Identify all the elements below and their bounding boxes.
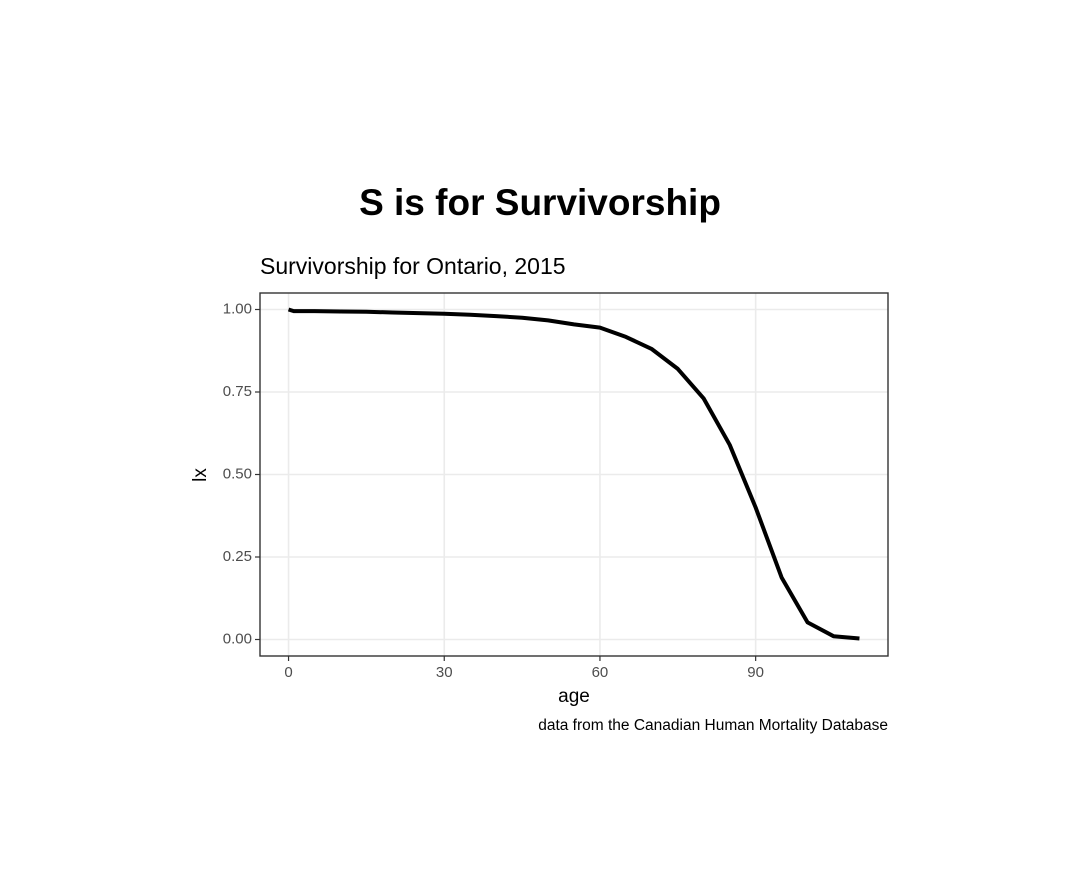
x-tick-label: 30 bbox=[436, 664, 453, 681]
caption: data from the Canadian Human Mortality D… bbox=[538, 717, 888, 734]
plot-area bbox=[287, 307, 860, 641]
x-axis-label: age bbox=[558, 686, 590, 707]
chart-title: S is for Survivorship bbox=[359, 182, 721, 223]
x-tick-label: 0 bbox=[284, 664, 292, 681]
y-tick-label: 0.75 bbox=[223, 383, 252, 400]
panel-border bbox=[259, 292, 889, 657]
y-tick-label: 1.00 bbox=[223, 300, 252, 317]
y-axis-label: lx bbox=[190, 468, 211, 482]
y-tick-label: 0.50 bbox=[223, 465, 252, 482]
x-tick-label: 60 bbox=[592, 664, 609, 681]
grid bbox=[260, 293, 888, 656]
data-line bbox=[287, 307, 860, 641]
chart-subtitle: Survivorship for Ontario, 2015 bbox=[260, 253, 566, 279]
x-tick-label: 90 bbox=[747, 664, 764, 681]
y-tick-label: 0.25 bbox=[223, 548, 252, 565]
y-tick-label: 0.00 bbox=[223, 630, 252, 647]
